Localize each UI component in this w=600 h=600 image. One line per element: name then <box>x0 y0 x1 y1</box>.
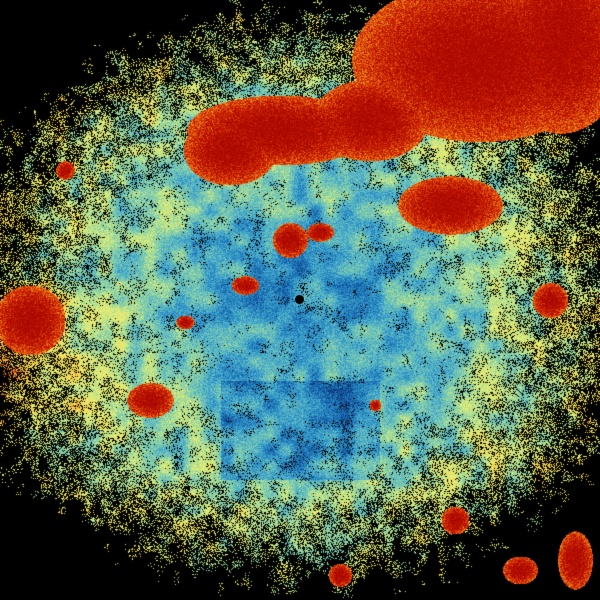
radar-site-marker <box>295 295 304 304</box>
